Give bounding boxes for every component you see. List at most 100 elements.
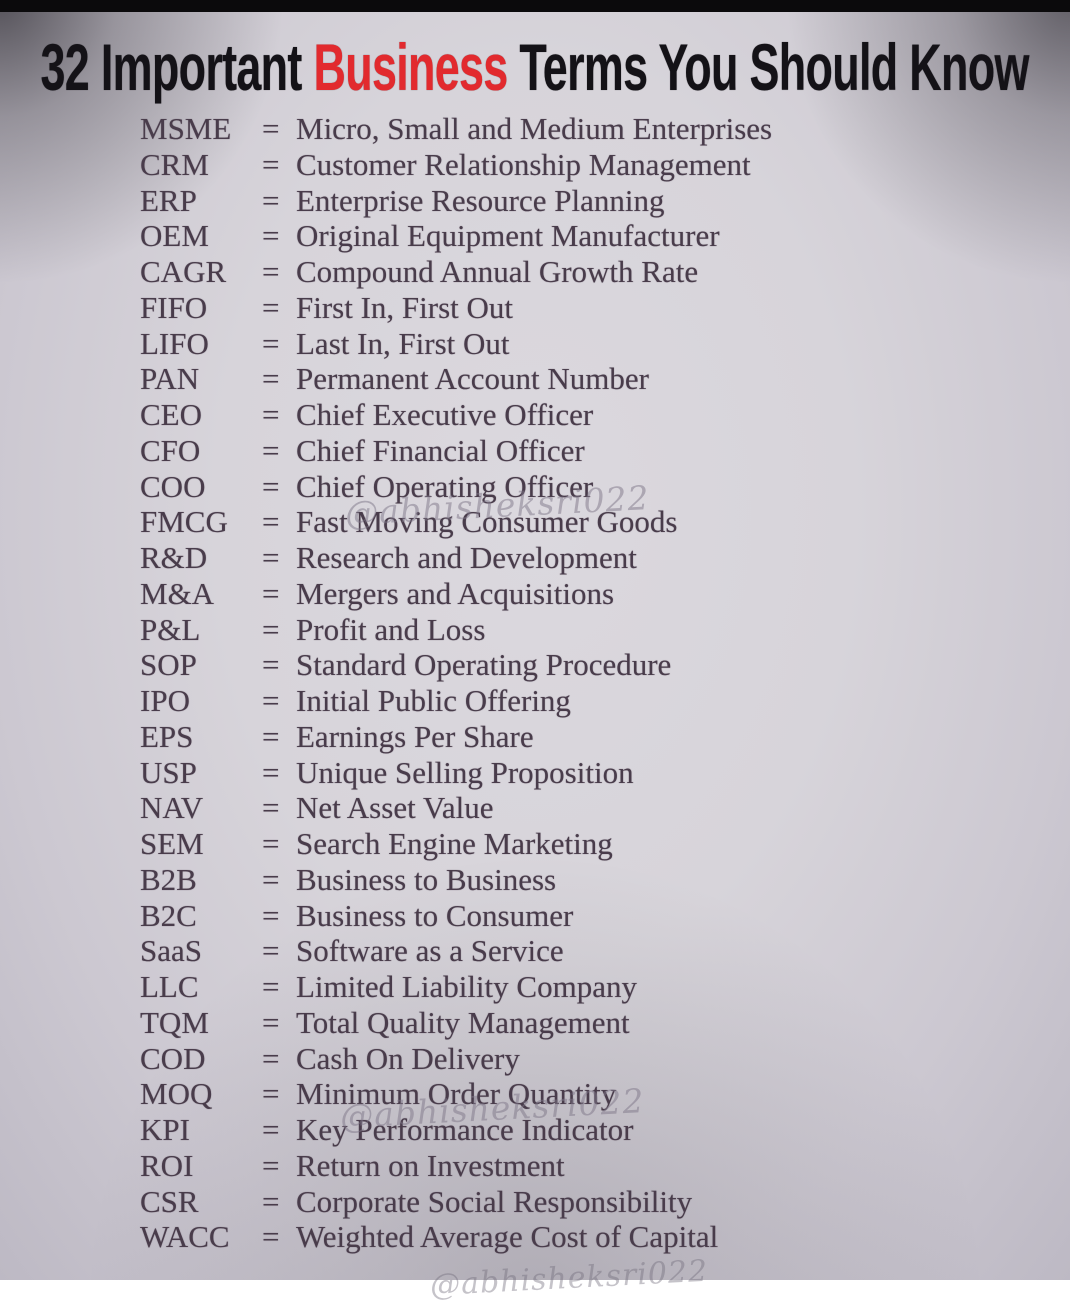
equals-sign: = (262, 790, 280, 826)
term-abbr: IPO (140, 683, 190, 718)
title-prefix: 32 Important (40, 30, 314, 104)
term-row: SOP = Standard Operating Procedure (140, 647, 1070, 683)
term-abbr: KPI (140, 1112, 190, 1147)
term-row: R&D = Research and Development (140, 540, 1070, 576)
term-row: MOQ = Minimum Order Quantity (140, 1076, 1070, 1112)
equals-sign: = (262, 718, 280, 754)
term-abbr: B2B (140, 861, 197, 897)
term-abbr: FMCG (140, 504, 228, 540)
term-abbr: CEO (140, 397, 202, 432)
equals-sign: = (262, 397, 280, 432)
term-definition: Mergers and Acquisitions (296, 575, 615, 611)
term-abbr: CRM (140, 146, 209, 182)
term-row: TQM = Total Quality Management (140, 1005, 1070, 1041)
term-definition: Profit and Loss (296, 611, 486, 647)
term-definition: Enterprise Resource Planning (296, 182, 665, 218)
term-definition: Research and Development (296, 540, 637, 575)
term-row: ROI = Return on Investment (140, 1148, 1070, 1184)
equals-sign: = (262, 861, 280, 897)
term-abbr: ROI (140, 1147, 194, 1183)
term-row: WACC = Weighted Average Cost of Capital (140, 1219, 1070, 1255)
term-abbr: SOP (140, 647, 197, 683)
term-row: CAGR = Compound Annual Growth Rate (140, 254, 1070, 290)
top-edge-bar (0, 0, 1070, 12)
term-definition: Earnings Per Share (296, 718, 534, 754)
term-abbr: EPS (140, 718, 194, 754)
term-row: IPO = Initial Public Offering (140, 683, 1070, 719)
equals-sign: = (262, 1112, 280, 1147)
equals-sign: = (262, 361, 280, 397)
term-definition: Fast Moving Consumer Goods (296, 504, 678, 540)
term-abbr: COD (140, 1040, 206, 1076)
equals-sign: = (262, 647, 280, 683)
equals-sign: = (262, 683, 280, 718)
term-definition: Initial Public Offering (296, 683, 571, 718)
term-definition: Software as a Service (296, 933, 564, 969)
equals-sign: = (262, 432, 280, 468)
equals-sign: = (262, 182, 280, 218)
term-definition: Permanent Account Number (296, 361, 649, 397)
term-row: CFO = Chief Financial Officer (140, 433, 1070, 469)
equals-sign: = (262, 218, 280, 254)
term-row: CRM = Customer Relationship Management (140, 147, 1070, 183)
term-abbr: FIFO (140, 289, 208, 325)
term-abbr: P&L (140, 611, 201, 647)
term-abbr: LLC (140, 969, 199, 1004)
term-abbr: SEM (140, 826, 204, 861)
term-definition: Minimum Order Quantity (296, 1076, 617, 1112)
equals-sign: = (262, 468, 280, 504)
page-title: 32 Important Business Terms You Should K… (0, 34, 1070, 100)
equals-sign: = (262, 1004, 280, 1040)
term-abbr: R&D (140, 540, 208, 575)
term-row: LLC = Limited Liability Company (140, 969, 1070, 1005)
term-row: USP = Unique Selling Proposition (140, 755, 1070, 791)
term-row: CSR = Corporate Social Responsibility (140, 1184, 1070, 1220)
term-row: SEM = Search Engine Marketing (140, 826, 1070, 862)
term-definition: Unique Selling Proposition (296, 754, 634, 790)
equals-sign: = (262, 575, 280, 611)
term-row: ERP = Enterprise Resource Planning (140, 183, 1070, 219)
term-row: B2B = Business to Business (140, 862, 1070, 898)
term-definition: Chief Operating Officer (296, 468, 594, 504)
term-abbr: TQM (140, 1004, 209, 1040)
equals-sign: = (262, 504, 280, 540)
term-row: P&L = Profit and Loss (140, 612, 1070, 648)
term-abbr: LIFO (140, 325, 209, 361)
term-definition: Last In, First Out (296, 325, 510, 361)
equals-sign: = (262, 611, 280, 647)
equals-sign: = (262, 1183, 280, 1219)
equals-sign: = (262, 111, 280, 146)
term-abbr: B2C (140, 897, 197, 933)
term-abbr: USP (140, 754, 197, 790)
term-row: FMCG = Fast Moving Consumer Goods (140, 504, 1070, 540)
equals-sign: = (262, 146, 280, 182)
term-abbr: NAV (140, 790, 204, 826)
term-row: PAN = Permanent Account Number (140, 361, 1070, 397)
title-suffix: Terms You Should Know (507, 30, 1030, 104)
equals-sign: = (262, 1040, 280, 1076)
term-definition: Business to Consumer (296, 897, 574, 933)
equals-sign: = (262, 1076, 280, 1112)
term-abbr: SaaS (140, 933, 202, 969)
term-row: M&A = Mergers and Acquisitions (140, 576, 1070, 612)
equals-sign: = (262, 754, 280, 790)
term-row: OEM = Original Equipment Manufacturer (140, 218, 1070, 254)
term-definition: Search Engine Marketing (296, 826, 613, 861)
term-definition: Original Equipment Manufacturer (296, 218, 720, 254)
term-abbr: CSR (140, 1183, 199, 1219)
term-abbr: WACC (140, 1219, 230, 1255)
equals-sign: = (262, 289, 280, 325)
term-abbr: CFO (140, 432, 201, 468)
equals-sign: = (262, 254, 280, 289)
term-abbr: OEM (140, 218, 209, 254)
term-row: NAV = Net Asset Value (140, 790, 1070, 826)
term-row: CEO = Chief Executive Officer (140, 397, 1070, 433)
term-row: MSME = Micro, Small and Medium Enterprises (140, 111, 1070, 147)
term-definition: First In, First Out (296, 289, 514, 325)
term-definition: Chief Executive Officer (296, 397, 594, 432)
term-abbr: M&A (140, 575, 215, 611)
term-definition: Total Quality Management (296, 1004, 630, 1040)
term-row: COO = Chief Operating Officer (140, 469, 1070, 505)
term-definition: Cash On Delivery (296, 1040, 520, 1076)
equals-sign: = (262, 325, 280, 361)
